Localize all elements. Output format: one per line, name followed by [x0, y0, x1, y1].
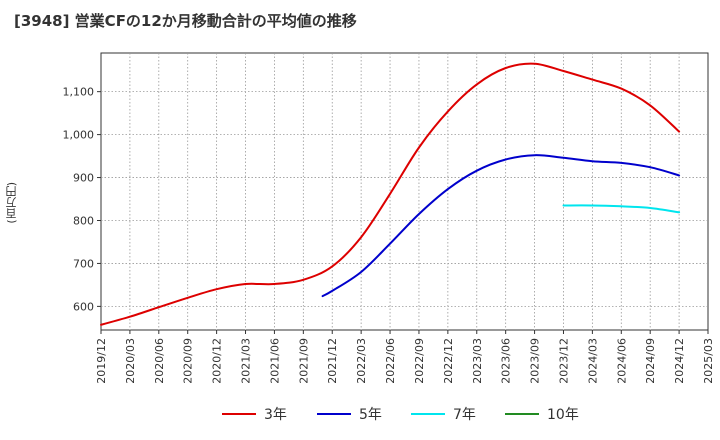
series-lines	[100, 62, 681, 326]
y-tick-label: 1,000	[63, 129, 95, 142]
x-tick-label: 2022/12	[442, 338, 455, 384]
legend-item-0: 3年	[222, 407, 287, 423]
series-line-2	[562, 204, 681, 214]
plot-area	[100, 52, 709, 331]
x-tick-label: 2023/12	[557, 338, 570, 384]
x-tick-label: 2020/03	[124, 338, 137, 384]
x-tick-label: 2020/06	[153, 338, 166, 384]
x-tick-label: 2024/03	[586, 338, 599, 384]
x-tick-label: 2021/06	[268, 338, 281, 384]
x-tick-label: 2019/12	[95, 338, 108, 384]
x-tick-label: 2022/06	[384, 338, 397, 384]
grid-lines	[97, 53, 709, 334]
x-tick-label: 2021/03	[240, 338, 253, 384]
legend-label: 10年	[547, 407, 579, 423]
series-line-1	[321, 154, 681, 298]
y-tick-label: 600	[73, 300, 94, 313]
legend-item-1: 5年	[317, 407, 382, 423]
y-tick-label: 1,100	[63, 86, 95, 99]
x-tick-label: 2024/12	[673, 338, 686, 384]
x-tick-label: 2023/03	[471, 338, 484, 384]
legend-label: 3年	[264, 407, 287, 423]
x-tick-label: 2020/09	[182, 338, 195, 384]
y-tick-labels: 600 700 800 900 1,000 1,100	[63, 86, 95, 314]
x-tick-label: 2020/12	[211, 338, 224, 384]
legend-item-2: 7年	[411, 407, 476, 423]
y-tick-label: 700	[73, 257, 94, 270]
x-tick-labels: 2019/12 2020/03 2020/06 2020/09 2020/12 2021/…	[95, 338, 715, 384]
x-tick-label: 2023/09	[529, 338, 542, 384]
legend-item-3: 10年	[505, 407, 579, 423]
y-tick-label: 800	[73, 214, 94, 227]
y-tick-label: 900	[73, 172, 94, 185]
x-tick-label: 2025/03	[702, 338, 715, 384]
x-tick-label: 2021/09	[297, 338, 310, 384]
legend-label: 5年	[359, 407, 382, 423]
x-tick-label: 2022/09	[413, 338, 426, 384]
chart-title: [3948] 営業CFの12か月移動合計の平均値の推移	[14, 12, 357, 30]
x-tick-label: 2022/03	[355, 338, 368, 384]
legend: 3年 5年 7年 10年	[222, 407, 579, 423]
legend-label: 7年	[453, 407, 476, 423]
x-tick-label: 2024/09	[644, 338, 657, 384]
x-tick-label: 2021/12	[326, 338, 339, 384]
x-tick-label: 2024/06	[615, 338, 628, 384]
series-line-0	[100, 62, 681, 326]
x-tick-label: 2023/06	[500, 338, 513, 384]
